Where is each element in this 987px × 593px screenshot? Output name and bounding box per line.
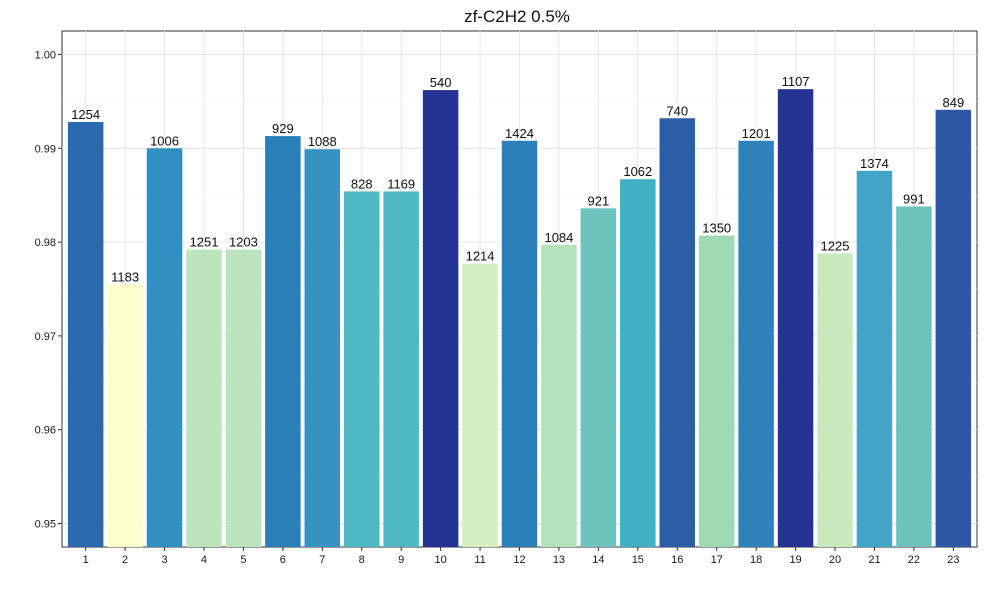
bar-value-label: 1225 — [821, 238, 850, 253]
bar — [462, 263, 498, 547]
bar — [896, 206, 932, 547]
bar — [265, 136, 301, 548]
bar-value-label: 1084 — [544, 230, 573, 245]
bar-value-label: 1254 — [71, 107, 100, 122]
bar — [541, 244, 577, 547]
x-tick-label: 4 — [201, 554, 207, 566]
bar — [620, 179, 656, 547]
y-tick-label: 0.97 — [35, 331, 56, 343]
x-tick-label: 18 — [750, 554, 762, 566]
bar-value-label: 828 — [351, 176, 373, 191]
bar-value-label: 1006 — [150, 133, 179, 148]
bar — [343, 191, 380, 548]
data-labels: 1254 1183 1006 1251 1203 929 1088 828 1169 540 121… — [71, 74, 964, 284]
y-tick-label: 0.99 — [35, 143, 56, 155]
bar — [107, 284, 143, 547]
bar — [186, 249, 222, 547]
bar — [738, 140, 774, 547]
x-tick-label: 12 — [513, 554, 525, 566]
y-tick-label: 0.95 — [35, 519, 56, 531]
x-tick-label: 7 — [319, 554, 325, 566]
bar-value-label: 740 — [666, 103, 688, 118]
bar — [501, 140, 538, 547]
bar — [856, 170, 893, 547]
x-tick-label: 1 — [83, 554, 89, 566]
bar-value-label: 849 — [942, 95, 964, 110]
bar — [580, 208, 617, 548]
bar-value-label: 1251 — [190, 235, 219, 250]
x-tick-label: 2 — [122, 554, 128, 566]
bar-value-label: 1214 — [466, 249, 495, 264]
x-tick-label: 22 — [908, 554, 920, 566]
bar — [817, 253, 853, 547]
x-tick-label: 20 — [829, 554, 841, 566]
x-tick-label: 14 — [592, 554, 604, 566]
y-tick-label: 1.00 — [35, 49, 56, 61]
x-tick-label: 17 — [711, 554, 723, 566]
bar-value-label: 929 — [272, 121, 294, 136]
x-tick-label: 11 — [474, 554, 485, 566]
bar-value-label: 1203 — [229, 235, 258, 250]
bar — [304, 149, 341, 547]
bar — [422, 90, 459, 547]
bar-value-label: 1107 — [782, 74, 810, 89]
bar-value-label: 1374 — [860, 156, 889, 171]
x-tick-label: 3 — [161, 554, 167, 566]
x-tick-label: 6 — [280, 554, 286, 566]
bar-value-label: 1088 — [308, 134, 337, 149]
x-tick-label: 23 — [947, 554, 959, 566]
bar-value-label: 1183 — [111, 269, 139, 284]
bar — [659, 118, 696, 547]
x-tick-label: 15 — [632, 554, 644, 566]
x-tick-label: 10 — [434, 554, 446, 566]
bar-value-label: 1201 — [742, 126, 771, 141]
bar — [698, 235, 735, 548]
x-tick-label: 21 — [868, 554, 880, 566]
bar-value-label: 921 — [588, 193, 610, 208]
y-tick-label: 0.96 — [35, 425, 56, 437]
bar — [225, 249, 262, 547]
bar-value-label: 540 — [430, 75, 452, 90]
y-axis: 0.95 0.96 0.97 0.98 0.99 1.00 — [35, 49, 62, 531]
bar — [777, 89, 814, 548]
bar — [383, 191, 419, 548]
x-axis: 1 2 3 4 5 6 7 8 9 10 11 12 13 14 15 16 17 18 19 20 21 22 23 — [83, 547, 959, 566]
chart-title: zf-C2H2 0.5% — [464, 7, 570, 26]
x-tick-label: 16 — [671, 554, 683, 566]
x-tick-label: 13 — [553, 554, 565, 566]
bar-value-label: 991 — [903, 191, 925, 206]
bar — [146, 148, 183, 548]
bar — [935, 109, 972, 547]
bar-value-label: 1062 — [623, 164, 652, 179]
x-tick-label: 5 — [240, 554, 246, 566]
x-tick-label: 8 — [359, 554, 365, 566]
bar-value-label: 1169 — [387, 176, 415, 191]
x-tick-label: 19 — [789, 554, 801, 566]
bar-value-label: 1350 — [702, 221, 731, 236]
bar-value-label: 1424 — [505, 126, 534, 141]
bars — [67, 89, 972, 548]
bar — [67, 122, 104, 548]
y-tick-label: 0.98 — [35, 237, 56, 249]
x-tick-label: 9 — [398, 554, 404, 566]
